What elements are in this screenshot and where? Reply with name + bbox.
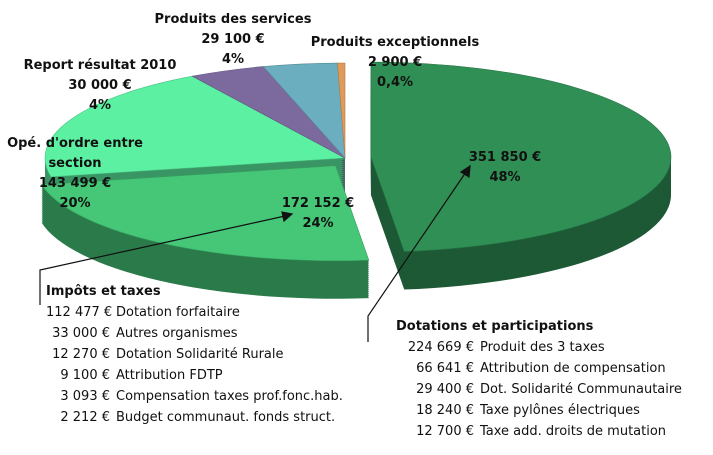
item-amount: 112 477 €	[46, 305, 113, 320]
item-label: Autres organismes	[116, 326, 238, 341]
breakdown-item: 12 270 € Dotation Solidarité Rurale	[46, 344, 343, 365]
breakdown-title: Impôts et taxes	[46, 284, 161, 299]
breakdown-item: 9 100 € Attribution FDTP	[46, 365, 343, 386]
slice	[337, 62, 346, 159]
breakdown: Impôts et taxes 112 477 € Dotation forfait…	[46, 281, 343, 428]
breakdown-item: 33 000 € Autres organismes	[46, 323, 343, 344]
slice-amount: 29 100 €	[201, 32, 265, 47]
arrow-head	[459, 164, 471, 179]
slice-percent: 20%	[59, 196, 91, 211]
arrow-head	[281, 211, 294, 223]
slice-amount: 143 499 €	[38, 176, 112, 191]
breakdown-item: 12 700 € Taxe add. droits de mutation	[396, 421, 682, 442]
item-amount: 224 669 €	[407, 340, 474, 355]
item-label: Dotation forfaitaire	[116, 305, 240, 320]
connectors	[39, 164, 471, 342]
slice	[40, 165, 370, 262]
item-label: Budget communaut. fonds struct.	[116, 410, 336, 425]
slice-label: 172 152 € 24%	[258, 194, 378, 234]
item-label: Taxe add. droits de mutation	[480, 424, 667, 439]
item-label: Dotation Solidarité Rurale	[116, 347, 284, 362]
breakdown-item: 29 400 € Dot. Solidarité Communautaire	[396, 379, 682, 400]
breakdown-item: 224 669 € Produit des 3 taxes	[396, 337, 682, 358]
slice-amount: 30 000 €	[68, 78, 132, 93]
breakdown-item: 3 093 € Compensation taxes prof.fonc.hab.	[46, 386, 343, 407]
item-amount: 12 700 €	[416, 424, 474, 439]
breakdown: Dotations et participations 224 669 € Prod…	[396, 316, 682, 442]
slice-percent: 4%	[221, 52, 245, 67]
item-amount: 3 093 €	[60, 389, 110, 404]
breakdown-item: 112 477 € Dotation forfaitaire	[46, 302, 343, 323]
item-amount: 12 270 €	[52, 347, 110, 362]
slice-name: Report résultat 2010	[23, 58, 177, 73]
item-label: Dot. Solidarité Communautaire	[480, 382, 682, 397]
item-label: Produit des 3 taxes	[480, 340, 605, 355]
connector	[39, 215, 286, 305]
item-amount: 33 000 €	[52, 326, 110, 341]
item-label: Compensation taxes prof.fonc.hab.	[116, 389, 343, 404]
slice-amount: 2 900 €	[367, 55, 423, 70]
slice-percent: 48%	[489, 170, 521, 185]
item-amount: 18 240 €	[416, 403, 474, 418]
pie	[40, 61, 672, 299]
breakdown-title: Dotations et participations	[396, 319, 594, 334]
item-amount: 9 100 €	[60, 368, 110, 383]
slice-amount: 351 850 €	[468, 150, 542, 165]
slice-percent: 0,4%	[376, 75, 414, 90]
slice-label: Report résultat 2010 30 000 € 4%	[0, 56, 200, 116]
slice-percent: 4%	[88, 98, 112, 113]
item-amount: 29 400 €	[416, 382, 474, 397]
slice-label: 351 850 € 48%	[445, 148, 565, 188]
breakdown-item: 66 641 € Attribution de compensation	[396, 358, 682, 379]
item-label: Attribution de compensation	[480, 361, 666, 376]
slice-amount: 172 152 €	[281, 196, 355, 211]
slice-name: Produits exceptionnels	[310, 35, 480, 50]
slice-name: Opé. d'ordre entre section	[7, 136, 143, 171]
slice-name: Produits des services	[154, 12, 312, 27]
item-amount: 66 641 €	[416, 361, 474, 376]
item-label: Taxe pylônes électriques	[480, 403, 640, 418]
slice-percent: 24%	[302, 216, 334, 231]
connector	[367, 171, 467, 342]
slice-label: Opé. d'ordre entre section 143 499 € 20%	[0, 134, 150, 214]
breakdown-item: 18 240 € Taxe pylônes électriques	[396, 400, 682, 421]
slice	[370, 61, 672, 252]
slice-label: Produits exceptionnels 2 900 € 0,4%	[285, 33, 505, 93]
slice	[44, 75, 347, 178]
item-amount: 2 212 €	[60, 410, 110, 425]
item-label: Attribution FDTP	[116, 368, 223, 383]
breakdown-item: 2 212 € Budget communaut. fonds struct.	[46, 407, 343, 428]
slice-label: Produits des services 29 100 € 4%	[123, 10, 343, 70]
